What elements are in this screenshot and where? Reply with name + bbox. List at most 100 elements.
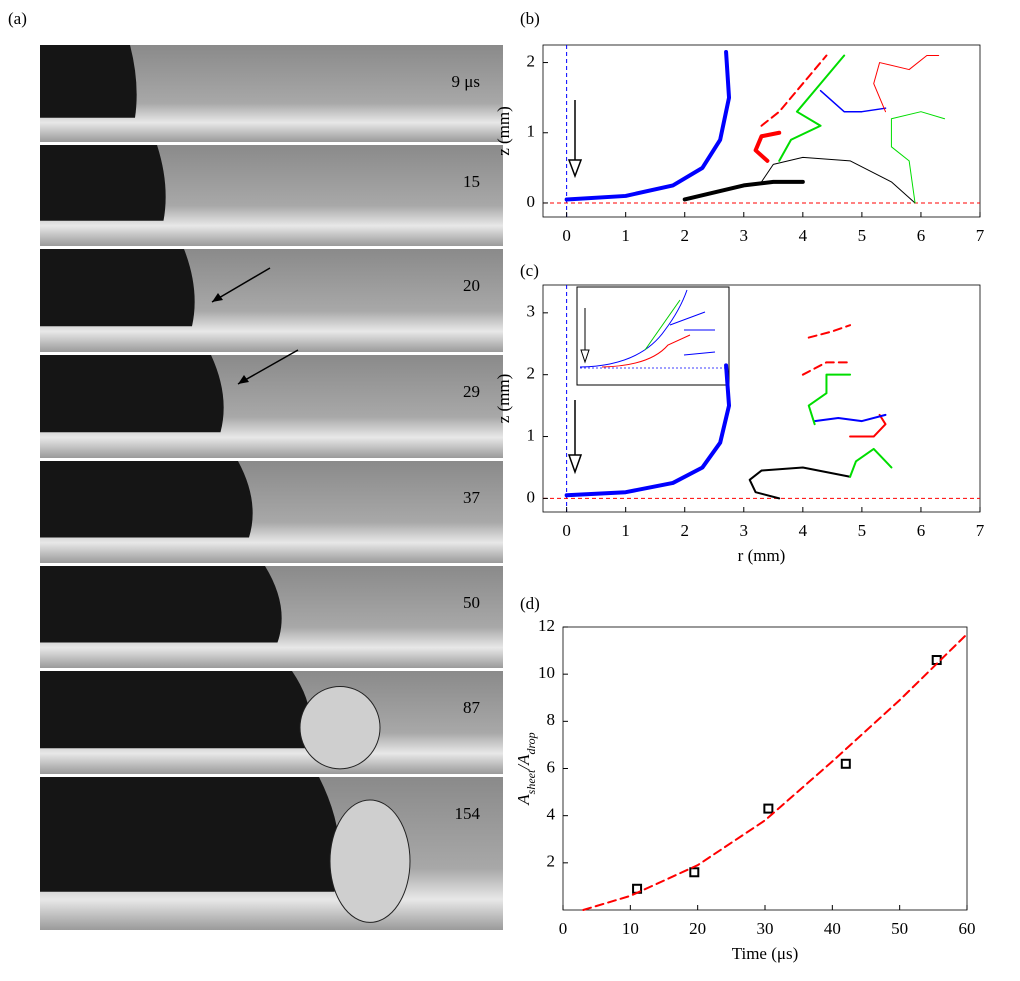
data-curve [682, 179, 805, 202]
x-tick-label: 60 [959, 919, 976, 938]
data-curve [890, 111, 946, 204]
y-axis-label: z (mm) [494, 106, 513, 156]
x-tick-label: 7 [976, 226, 985, 245]
data-curve [564, 50, 732, 202]
plot-frame [542, 284, 981, 513]
y-tick-label: 2 [527, 51, 536, 70]
data-curve [813, 413, 887, 423]
photo-frame: 37 [40, 461, 503, 563]
x-tick-label: 3 [740, 521, 749, 540]
impact-arrow [567, 100, 583, 475]
y-axis-label: Asheet/Adrop [514, 732, 538, 805]
data-curve [582, 633, 968, 911]
x-tick-label: 50 [891, 919, 908, 938]
plot-frame [562, 626, 968, 911]
sheet [299, 685, 381, 770]
pointer-head [212, 293, 223, 302]
y-tick-label: 0 [527, 192, 536, 211]
data-curve [761, 156, 916, 204]
frame-time: 9 μs [452, 72, 480, 91]
x-tick-label: 1 [621, 521, 630, 540]
droplet [40, 145, 166, 221]
sheet [329, 799, 411, 923]
photo-frame: 87 [40, 671, 503, 774]
droplet [40, 461, 253, 538]
y-tick-label: 8 [547, 710, 556, 729]
data-curve [807, 373, 852, 426]
x-tick-label: 40 [824, 919, 841, 938]
photo-frame: 29 [40, 355, 503, 458]
x-tick-label: 0 [562, 521, 571, 540]
photo-frame: 20 [40, 249, 503, 352]
data-point [763, 803, 774, 814]
data-curve [819, 89, 887, 113]
data-curve [760, 54, 828, 127]
frame-time: 87 [463, 698, 481, 717]
panel-label: (b) [520, 9, 540, 28]
x-tick-label: 1 [621, 226, 630, 245]
data-curve [778, 54, 846, 162]
panel-label: (d) [520, 594, 540, 613]
y-tick-label: 4 [547, 805, 556, 824]
frame-time: 20 [463, 276, 480, 295]
data-point [689, 867, 700, 878]
y-axis-label-part: A [514, 794, 533, 806]
pointer-arrow [211, 267, 271, 303]
x-tick-label: 5 [858, 521, 867, 540]
panel-label: (c) [520, 261, 539, 280]
y-tick-label: 12 [538, 616, 555, 635]
data-curve [849, 447, 893, 478]
x-tick-label: 10 [622, 919, 639, 938]
frame-time: 37 [463, 488, 481, 507]
pointer-arrow [237, 349, 299, 385]
x-tick-label: 6 [917, 226, 926, 245]
y-tick-label: 6 [547, 757, 556, 776]
y-axis-label: z (mm) [494, 374, 513, 424]
data-curve [807, 324, 852, 339]
pointer-head [238, 375, 249, 384]
y-tick-label: 10 [538, 663, 555, 682]
x-tick-label: 7 [976, 521, 985, 540]
y-tick-label: 1 [527, 425, 536, 444]
droplet [40, 249, 195, 327]
data-curve [748, 466, 852, 500]
data-curve [801, 361, 852, 376]
photo-frame: 50 [40, 566, 503, 668]
x-tick-label: 6 [917, 521, 926, 540]
photo-frame: 9 μs [40, 45, 503, 142]
frame-time: 15 [463, 172, 480, 191]
photo-frame: 154 [40, 777, 503, 930]
chart: 0 1 2 3 4 5 6 7 0 1 2 3 r (mm) z (mm) [494, 284, 985, 565]
data-curve [753, 130, 782, 163]
frame-time: 50 [463, 593, 480, 612]
droplet [40, 45, 137, 118]
chart: 0 1 2 3 4 5 6 7 0 1 2 z (mm) [494, 44, 985, 245]
x-tick-label: 30 [757, 919, 774, 938]
x-tick-label: 5 [858, 226, 867, 245]
photo-frame: 15 [40, 145, 503, 246]
x-tick-label: 0 [559, 919, 568, 938]
y-tick-label: 3 [527, 302, 536, 321]
droplet [40, 777, 340, 892]
plot-frame [542, 44, 981, 218]
chart: 0 10 20 30 40 50 60 2 4 6 8 10 12 Time (μs) Asheet/Adr… [514, 616, 976, 963]
frame-time: 154 [455, 804, 481, 823]
panel-label: (a) [8, 9, 27, 28]
x-tick-label: 4 [799, 226, 808, 245]
droplet [40, 671, 311, 749]
droplet [40, 566, 282, 643]
frame-time: 29 [463, 382, 480, 401]
x-tick-label: 4 [799, 521, 808, 540]
droplet [40, 355, 224, 433]
x-tick-label: 2 [680, 521, 689, 540]
inset-schematic [576, 286, 730, 386]
y-axis-label-part: drop [524, 732, 538, 754]
y-tick-label: 0 [527, 487, 536, 506]
y-axis-label-part: /A [514, 754, 533, 771]
data-curve [564, 363, 732, 498]
x-axis-label: Time (μs) [732, 944, 799, 963]
data-curve [873, 55, 940, 113]
x-tick-label: 20 [689, 919, 706, 938]
y-tick-label: 2 [527, 364, 536, 383]
